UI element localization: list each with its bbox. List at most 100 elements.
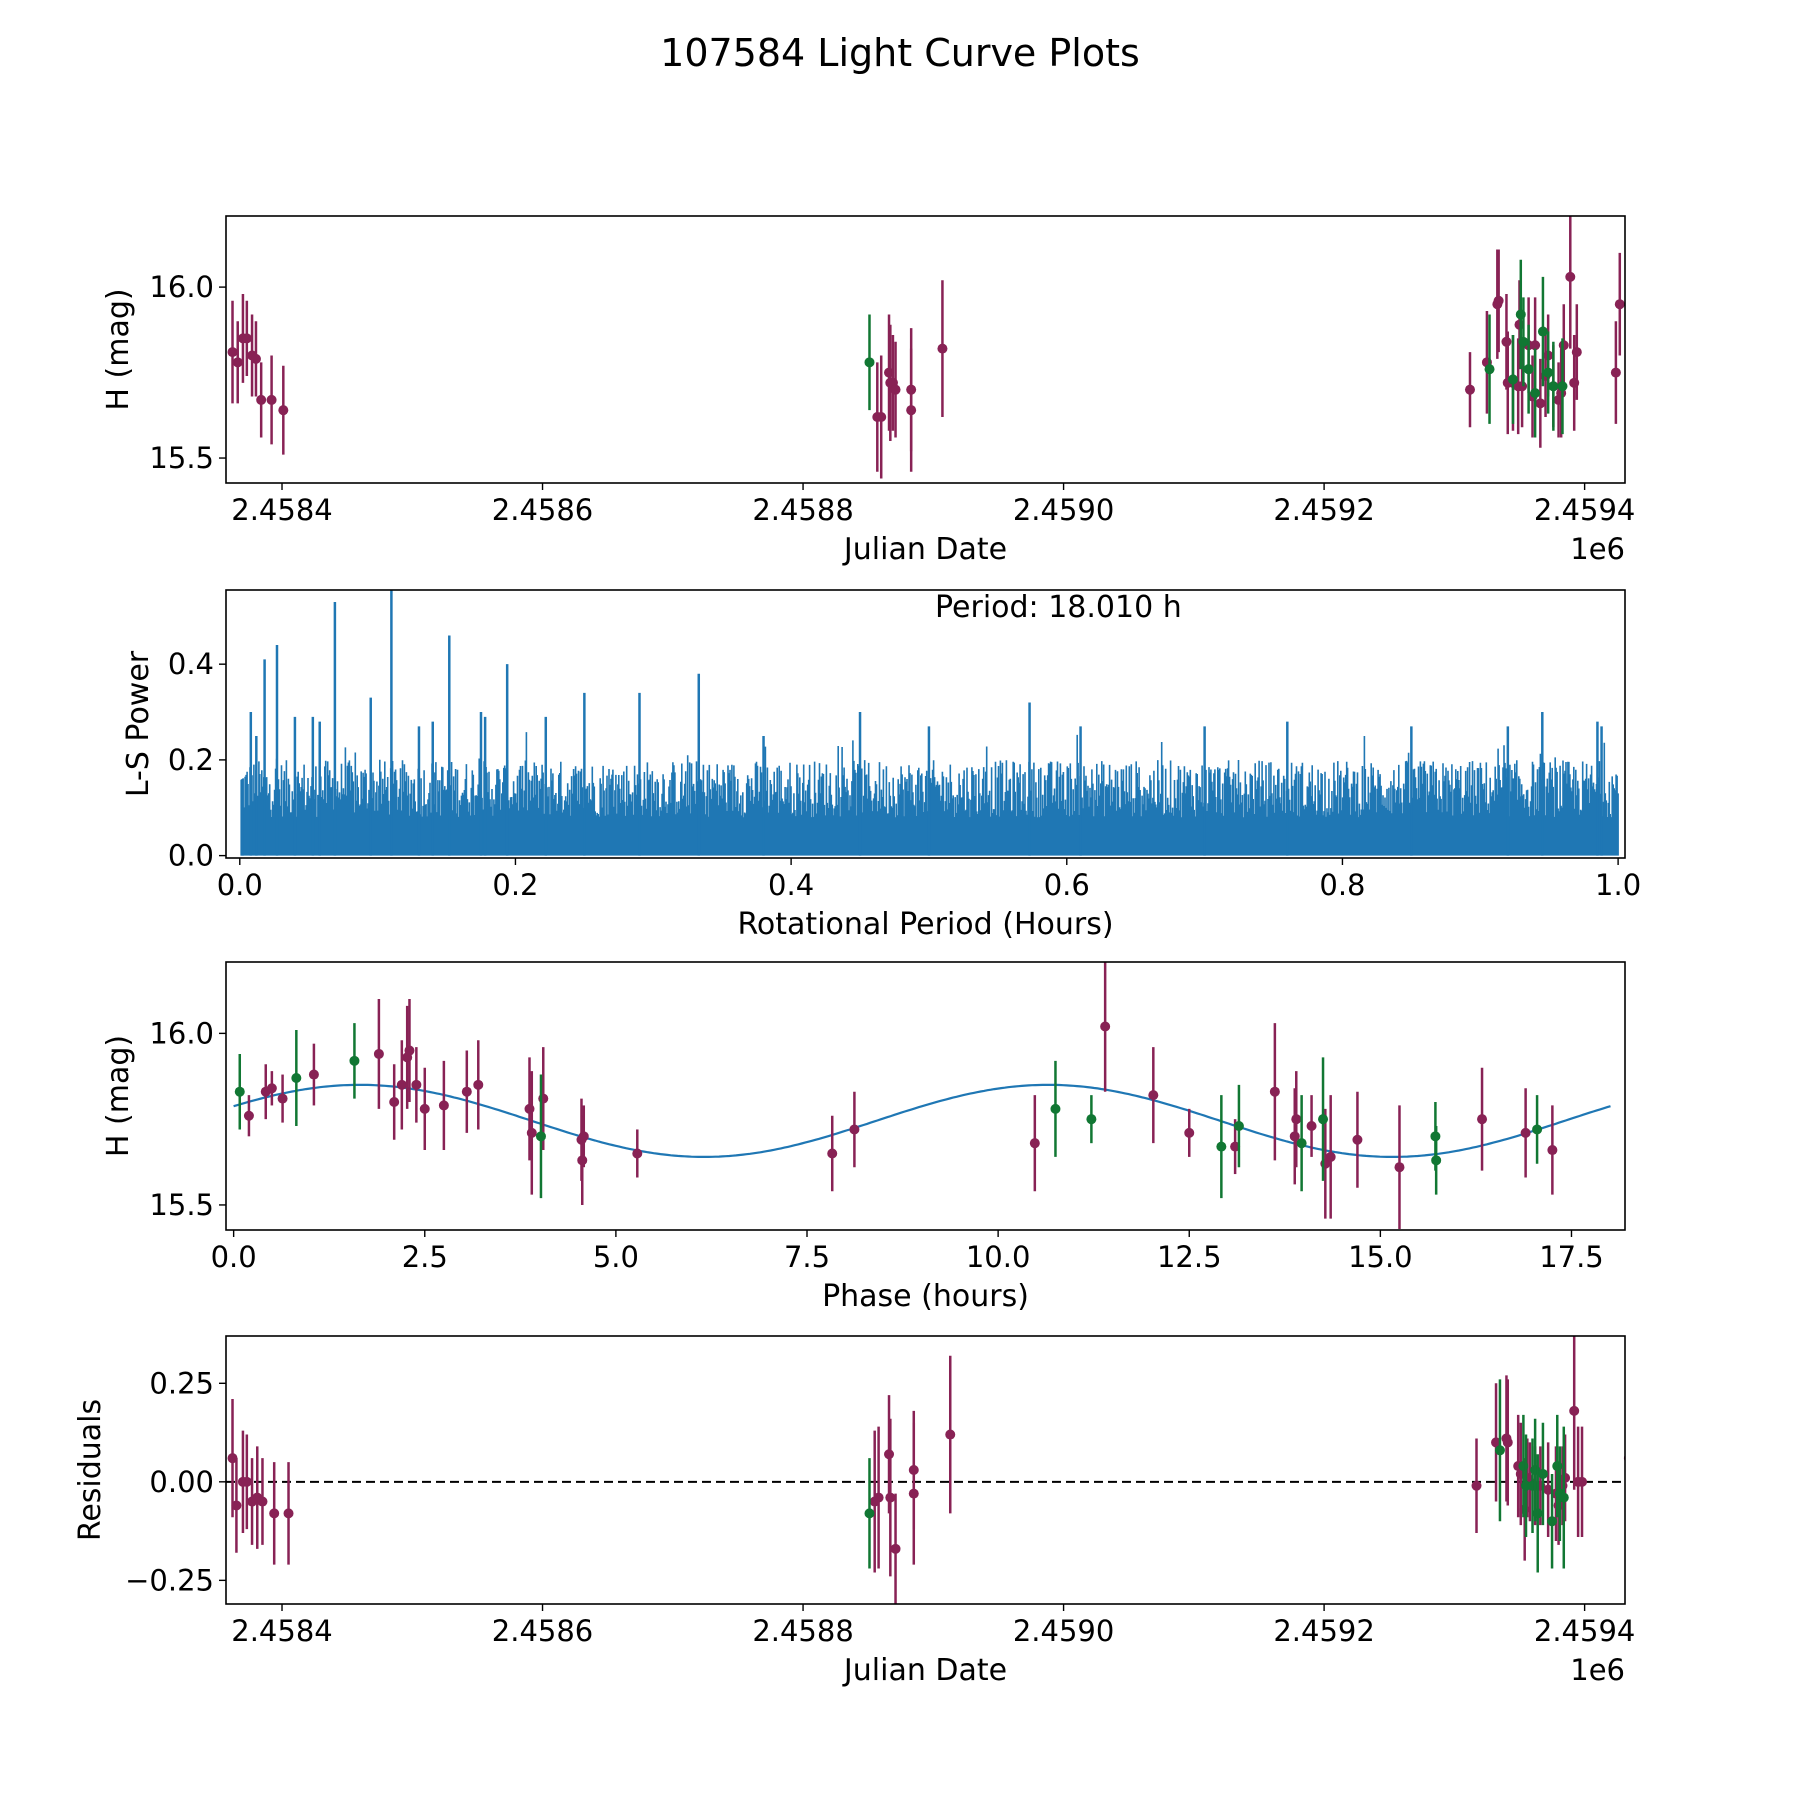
x-axis-label: Phase (hours) bbox=[822, 1279, 1029, 1314]
y-tick-label: 15.5 bbox=[149, 441, 214, 475]
x-tick-label: 2.4584 bbox=[231, 1614, 332, 1648]
data-point bbox=[1502, 1437, 1513, 1448]
data-point bbox=[232, 357, 243, 368]
data-point bbox=[1029, 1138, 1040, 1149]
x-axis-label: Julian Date bbox=[842, 1653, 1007, 1688]
x-tick-label: 2.4586 bbox=[492, 493, 593, 527]
phased-panel: 0.0 2.5 5.0 7.5 10.0 12.5 15.0 17.5 15.5 16.0 Phas… bbox=[101, 961, 1626, 1314]
data-point bbox=[890, 1543, 901, 1554]
y-tick-label: 0.0 bbox=[168, 839, 214, 873]
x-tick-label: 7.5 bbox=[784, 1240, 830, 1274]
data-point bbox=[1325, 1151, 1336, 1162]
data-point bbox=[1352, 1134, 1363, 1145]
y-tick-label: 15.5 bbox=[149, 1188, 214, 1222]
data-point bbox=[373, 1048, 384, 1059]
data-point bbox=[256, 394, 267, 405]
y-axis-label: L-S Power bbox=[121, 650, 156, 797]
x-tick-label: 12.5 bbox=[1157, 1240, 1222, 1274]
y-tick-label: 0.25 bbox=[149, 1366, 214, 1400]
data-point bbox=[1148, 1090, 1159, 1101]
data-point bbox=[1560, 1472, 1571, 1483]
data-point bbox=[632, 1148, 643, 1159]
data-point bbox=[1086, 1114, 1097, 1125]
data-point bbox=[1537, 1468, 1548, 1479]
x-tick-label: 2.4592 bbox=[1273, 493, 1374, 527]
data-point bbox=[438, 1100, 449, 1111]
data-point bbox=[278, 405, 289, 416]
data-point bbox=[884, 1449, 895, 1460]
x-axis-label: Julian Date bbox=[842, 532, 1007, 567]
data-point bbox=[1532, 1508, 1543, 1519]
data-point bbox=[1614, 299, 1625, 310]
axes-frame bbox=[225, 215, 1626, 484]
data-point bbox=[1431, 1155, 1442, 1166]
data-point bbox=[1493, 295, 1504, 306]
x-tick-label: 2.4590 bbox=[1013, 1614, 1114, 1648]
data-point bbox=[937, 343, 948, 354]
model-fit-curve bbox=[233, 1083, 1611, 1158]
y-tick-label: 0.00 bbox=[149, 1465, 214, 1499]
x-tick-label: 2.4588 bbox=[752, 1614, 853, 1648]
data-point bbox=[1230, 1141, 1241, 1152]
x-tick-label: 1.0 bbox=[1595, 868, 1641, 902]
x-tick-label: 2.4594 bbox=[1534, 1614, 1635, 1648]
x-tick-label: 0.0 bbox=[211, 1240, 257, 1274]
data-point bbox=[1269, 1086, 1280, 1097]
y-axis-label: Residuals bbox=[73, 1399, 108, 1541]
data-point bbox=[227, 347, 238, 358]
data-point bbox=[1535, 398, 1546, 409]
data-point bbox=[250, 353, 261, 364]
data-point bbox=[885, 1492, 896, 1503]
data-point bbox=[1530, 388, 1541, 399]
data-point bbox=[461, 1086, 472, 1097]
axes-frame bbox=[225, 961, 1626, 1231]
data-point bbox=[1517, 381, 1528, 392]
data-point bbox=[1291, 1114, 1302, 1125]
data-point bbox=[908, 1488, 919, 1499]
data-point bbox=[1484, 364, 1495, 375]
x-tick-label: 2.4588 bbox=[752, 493, 853, 527]
data-point bbox=[234, 1086, 245, 1097]
data-point bbox=[227, 1453, 238, 1464]
data-point bbox=[241, 1476, 252, 1487]
x-tick-label: 0.6 bbox=[1044, 868, 1090, 902]
data-point bbox=[876, 412, 887, 423]
data-point bbox=[1571, 347, 1582, 358]
data-point bbox=[1532, 1124, 1543, 1135]
data-point bbox=[349, 1055, 360, 1066]
x-tick-label: 0.8 bbox=[1319, 868, 1365, 902]
lightcurve-panel: 2.4584 2.4586 2.4588 2.4590 2.4592 2.4594 15.5… bbox=[101, 215, 1635, 567]
data-point bbox=[266, 394, 277, 405]
data-point bbox=[1050, 1103, 1061, 1114]
data-point bbox=[283, 1508, 294, 1519]
periodogram-panel: 0.0 0.2 0.4 0.6 0.8 1.0 0.0 0.2 0.4 Rotational Pe… bbox=[121, 589, 1641, 942]
data-point bbox=[873, 1492, 884, 1503]
x-tick-label: 2.4592 bbox=[1273, 1614, 1374, 1648]
data-point bbox=[1494, 1445, 1505, 1456]
data-point bbox=[1530, 340, 1541, 351]
data-point bbox=[1477, 1114, 1488, 1125]
data-point bbox=[404, 1045, 415, 1056]
data-point bbox=[1100, 1021, 1111, 1032]
x-tick-label: 2.4586 bbox=[492, 1614, 593, 1648]
data-point bbox=[1464, 384, 1475, 395]
y-axis-label: H (mag) bbox=[101, 288, 136, 410]
data-point bbox=[1184, 1127, 1195, 1138]
x-tick-label: 10.0 bbox=[966, 1240, 1031, 1274]
data-point bbox=[1569, 1405, 1580, 1416]
data-point bbox=[906, 405, 917, 416]
x-tick-label: 2.5 bbox=[402, 1240, 448, 1274]
figure-title: 107584 Light Curve Plots bbox=[660, 31, 1140, 75]
y-tick-label: −0.25 bbox=[125, 1563, 214, 1597]
data-point bbox=[890, 384, 901, 395]
data-point bbox=[1557, 381, 1568, 392]
data-point bbox=[1471, 1480, 1482, 1491]
x-tick-label: 2.4594 bbox=[1534, 493, 1635, 527]
plot-area bbox=[233, 962, 1611, 1229]
x-tick-label: 17.5 bbox=[1539, 1240, 1604, 1274]
data-point bbox=[1547, 1145, 1558, 1156]
data-point bbox=[266, 1083, 277, 1094]
residuals-panel: 2.4584 2.4586 2.4588 2.4590 2.4592 2.4594 −0.2… bbox=[73, 1335, 1635, 1688]
data-point bbox=[231, 1500, 242, 1511]
